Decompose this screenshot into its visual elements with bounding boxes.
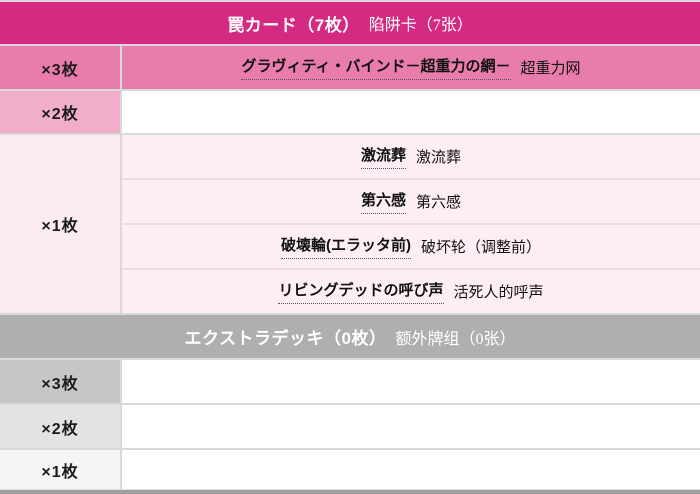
trap-row-x3: ×3枚 グラヴィティ・バインド－超重力の網－ 超重力网 xyxy=(0,44,700,89)
card-link-call-of-the-haunted[interactable]: リビングデッドの呼び声 xyxy=(278,279,444,304)
count-label-x1: ×1枚 xyxy=(0,135,122,313)
card-row: リビングデッドの呼び声 活死人的呼声 xyxy=(122,268,700,313)
extra-deck-title-jp: エクストラデッキ（0枚） xyxy=(184,329,387,348)
card-translation-gravity-bind: 超重力网 xyxy=(520,61,581,77)
trap-x1-card-list: 激流葬 激流葬 第六感 第六感 破壊輪(エラッタ前) 破坏轮（调整前） リビング… xyxy=(122,135,700,313)
trap-row-x2: ×2枚 xyxy=(0,89,700,133)
card-row: 破壊輪(エラッタ前) 破坏轮（调整前） xyxy=(122,223,700,268)
next-section-header-edge xyxy=(0,489,700,494)
card-translation-ring-of-destruction: 破坏轮（调整前） xyxy=(420,240,541,256)
card-translation-call-of-the-haunted: 活死人的呼声 xyxy=(453,285,544,301)
count-label-x2: ×2枚 xyxy=(0,405,122,448)
card-row: 第六感 第六感 xyxy=(122,178,700,223)
extra-row-x2: ×2枚 xyxy=(0,403,700,448)
count-label-x1: ×1枚 xyxy=(0,450,122,489)
empty-card-cell xyxy=(122,91,700,133)
trap-section-title-cn: 陷阱卡（7张） xyxy=(368,17,473,34)
card-translation-torrential-tribute: 激流葬 xyxy=(416,150,462,166)
count-label-x3: ×3枚 xyxy=(0,46,122,89)
trap-row-x1: ×1枚 激流葬 激流葬 第六感 第六感 破壊輪(エラッタ前) 破坏轮（调整前） … xyxy=(0,133,700,313)
card-row: 激流葬 激流葬 xyxy=(122,135,700,178)
count-label-x3: ×3枚 xyxy=(0,360,122,403)
trap-section-title-jp: 罠カード（7枚） xyxy=(227,15,360,35)
count-label-x2: ×2枚 xyxy=(0,91,122,133)
empty-card-cell xyxy=(122,360,700,403)
card-translation-sixth-sense: 第六感 xyxy=(416,195,462,211)
trap-section-header: 罠カード（7枚） 陷阱卡（7张） xyxy=(0,2,700,44)
card-cell: グラヴィティ・バインド－超重力の網－ 超重力网 xyxy=(122,46,700,89)
card-link-ring-of-destruction[interactable]: 破壊輪(エラッタ前) xyxy=(280,234,411,259)
empty-card-cell xyxy=(122,450,700,489)
extra-deck-title-cn: 额外牌组（0张） xyxy=(395,330,516,348)
extra-row-x3: ×3枚 xyxy=(0,358,700,403)
card-link-sixth-sense[interactable]: 第六感 xyxy=(360,189,406,214)
empty-card-cell xyxy=(122,405,700,448)
card-link-torrential-tribute[interactable]: 激流葬 xyxy=(360,144,406,169)
extra-row-x1: ×1枚 xyxy=(0,448,700,489)
extra-deck-section-header: エクストラデッキ（0枚） 额外牌组（0张） xyxy=(0,313,700,358)
card-link-gravity-bind[interactable]: グラヴィティ・バインド－超重力の網－ xyxy=(241,55,511,80)
